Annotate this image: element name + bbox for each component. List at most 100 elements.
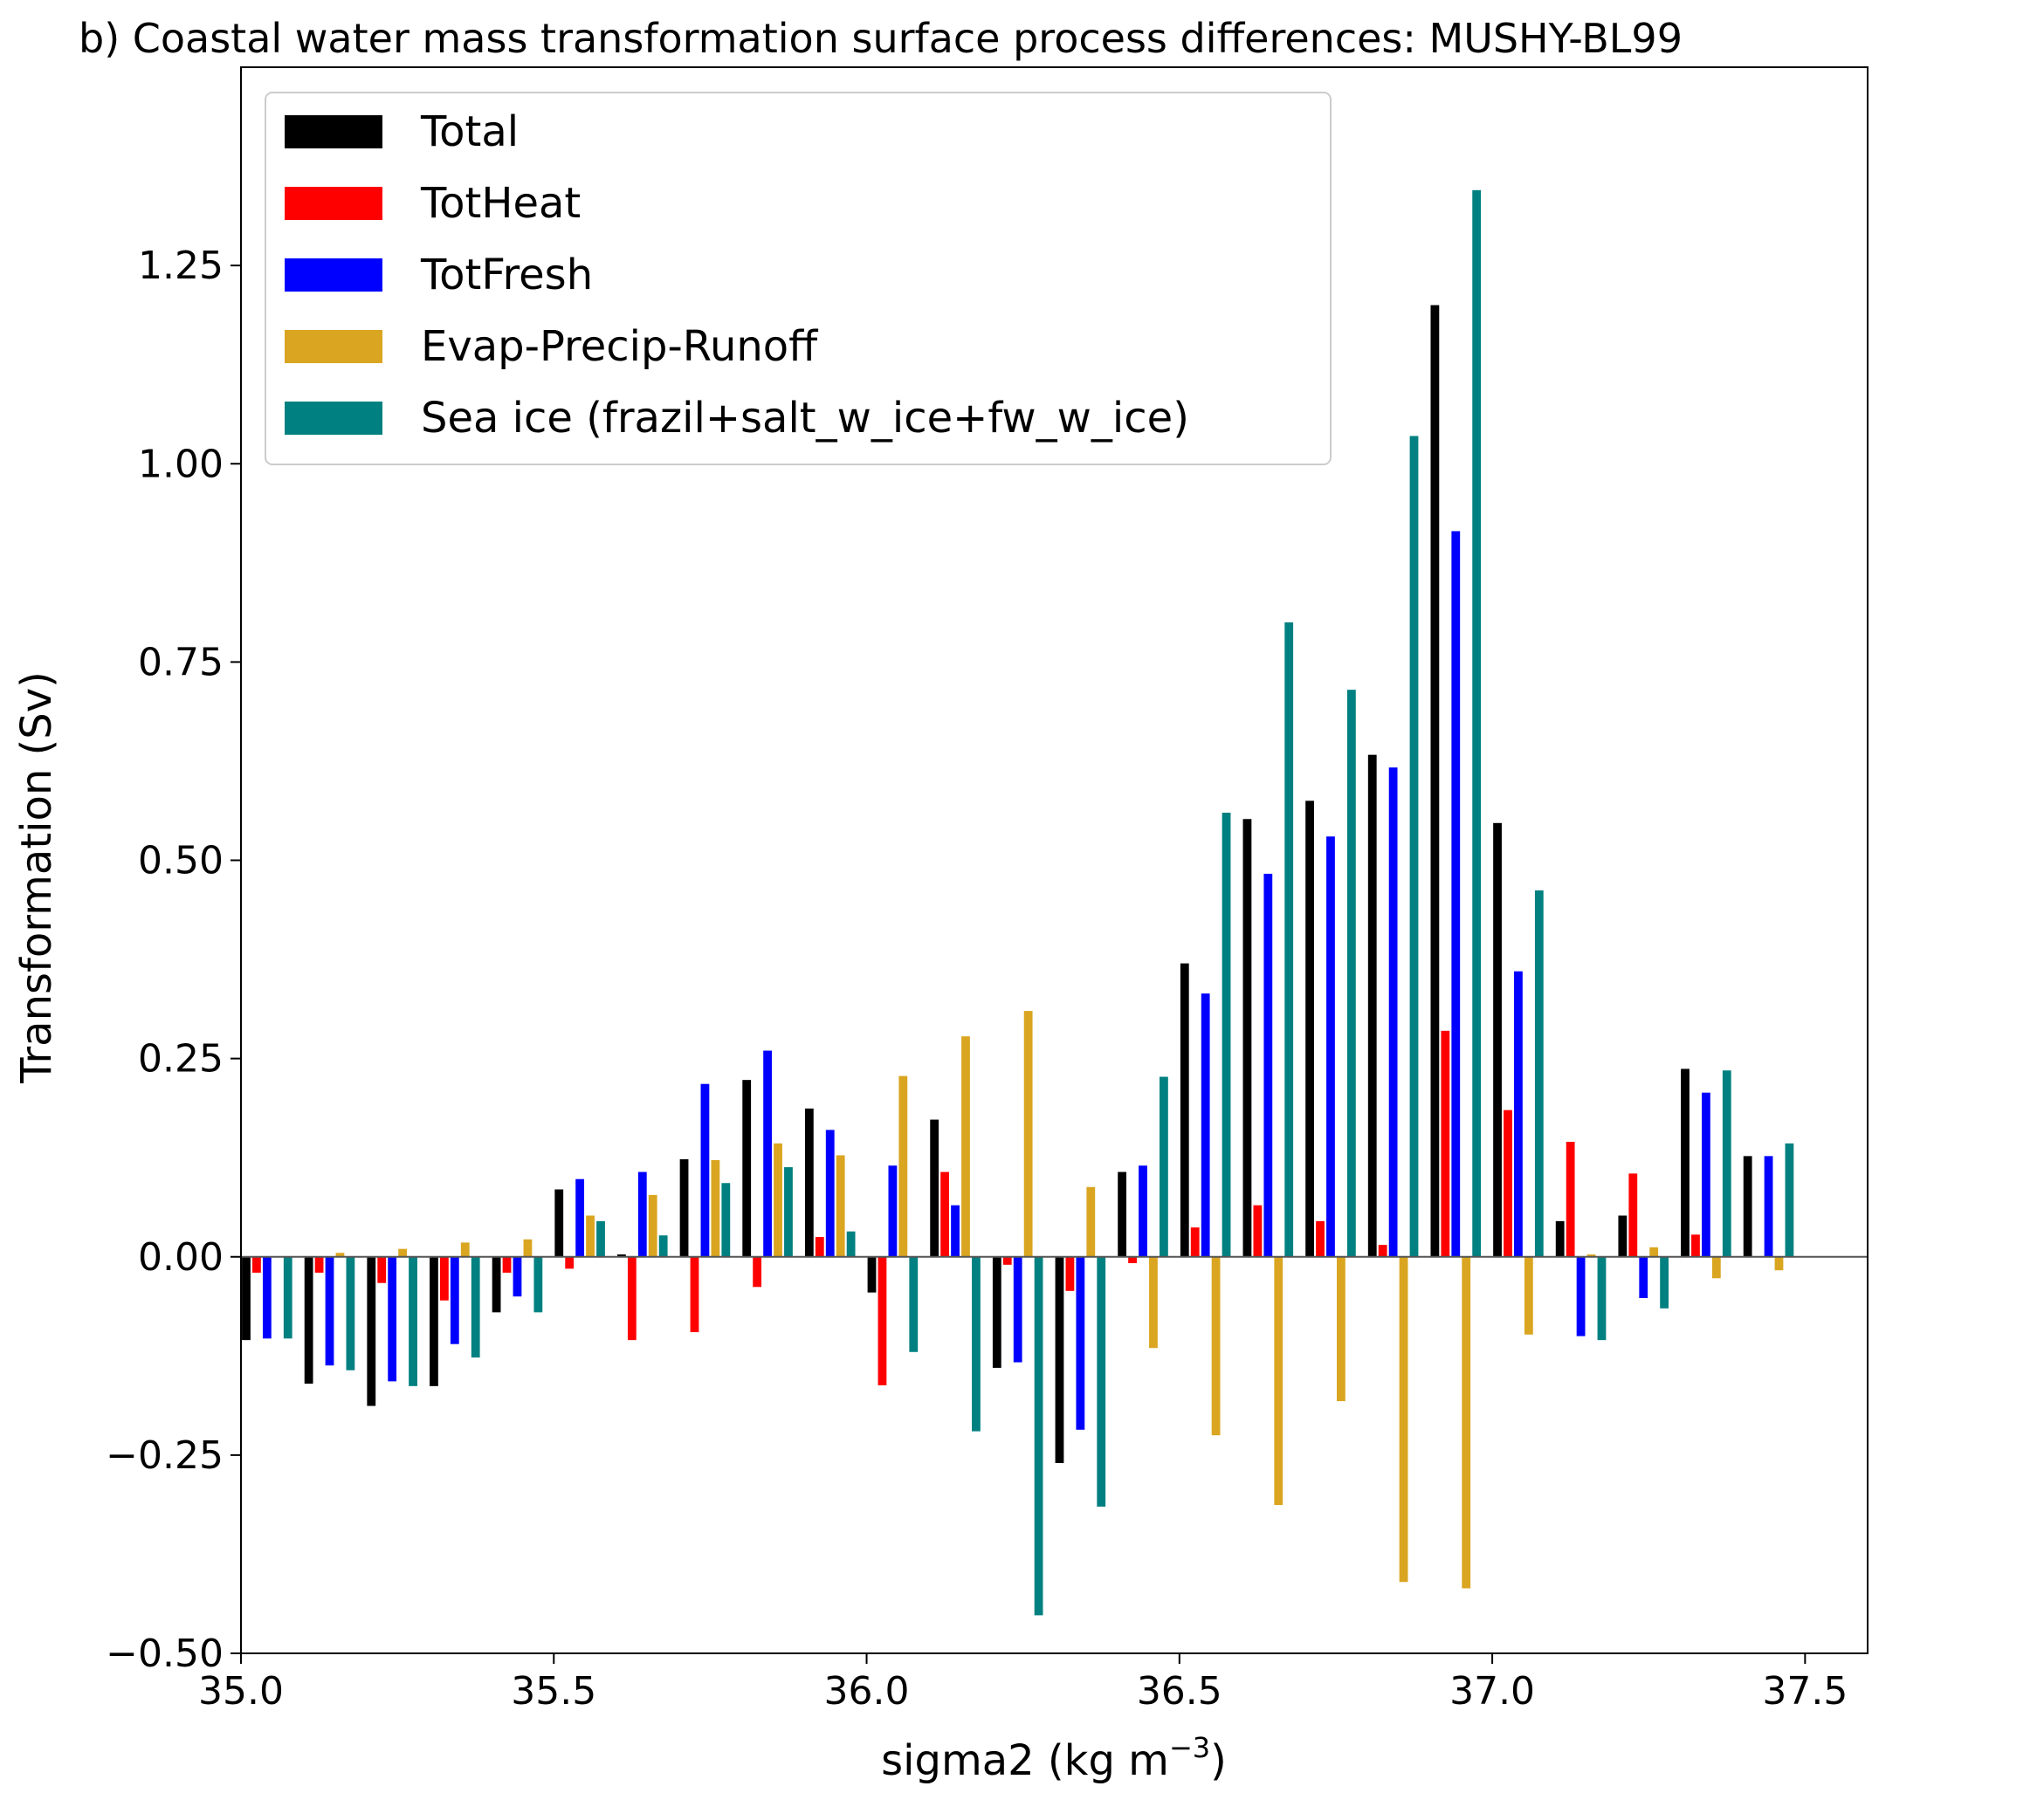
bar-total-36.7	[1305, 800, 1314, 1257]
bar-totfresh-35.8	[763, 1050, 772, 1257]
bar-totfresh-35.5	[575, 1178, 585, 1257]
bar-totheat-37.2	[1628, 1173, 1638, 1257]
bar-total-36.6	[1242, 819, 1252, 1257]
bar-total-36.5	[1180, 963, 1189, 1257]
legend-label: TotFresh	[420, 251, 593, 299]
bar-evap-precip-runoff-35.2	[398, 1248, 408, 1257]
bar-evap-precip-runoff-35.7	[711, 1159, 720, 1257]
bar-sea-36.0	[909, 1256, 919, 1352]
bar-totheat-35.5	[565, 1256, 575, 1269]
bar-total-35.6	[616, 1254, 626, 1257]
bar-total-35.8	[742, 1080, 752, 1257]
bar-evap-precip-runoff-36.0	[898, 1075, 908, 1257]
bar-totfresh-36.6	[1263, 873, 1273, 1257]
bar-evap-precip-runoff-36.9	[1462, 1256, 1471, 1589]
bar-evap-precip-runoff-36.5	[1211, 1256, 1221, 1436]
bar-sea-35.9	[846, 1231, 856, 1257]
bar-totheat-36.4	[1128, 1256, 1137, 1264]
bar-totheat-35.4	[502, 1256, 512, 1273]
bar-total-36.4	[1118, 1171, 1127, 1257]
bar-totheat-35.2	[377, 1256, 387, 1283]
legend-label: Evap-Precip-Runoff	[421, 322, 818, 371]
bar-totfresh-37.3	[1701, 1092, 1710, 1257]
bar-totheat-36.0	[877, 1256, 887, 1385]
bar-sea-35.2	[409, 1256, 417, 1386]
bar-totfresh-36.8	[1388, 767, 1398, 1257]
bar-evap-precip-runoff-36.8	[1399, 1256, 1408, 1583]
bar-sea-35.1	[346, 1256, 355, 1371]
bar-total-37.2	[1618, 1215, 1628, 1257]
bar-evap-precip-runoff-37.2	[1649, 1247, 1659, 1257]
bar-sea-36.3	[1097, 1256, 1106, 1507]
bar-totfresh-35.6	[637, 1171, 647, 1257]
bars-layer	[242, 189, 1794, 1616]
bar-totheat-35.1	[314, 1256, 324, 1273]
bar-total-35.2	[367, 1256, 376, 1406]
bar-total-35.9	[804, 1108, 814, 1257]
x-axis-label-superscript: −3	[1169, 1731, 1210, 1764]
bar-totfresh-35.2	[388, 1256, 397, 1382]
bar-total-36.1	[930, 1119, 939, 1257]
bar-sea-35.0	[283, 1256, 292, 1339]
bar-sea-37.3	[1722, 1070, 1731, 1257]
legend-frame	[265, 92, 1332, 465]
bar-evap-precip-runoff-36.6	[1274, 1256, 1284, 1506]
bar-sea-35.8	[784, 1167, 793, 1257]
legend-swatch	[285, 115, 382, 148]
x-axis-label-end: )	[1210, 1736, 1227, 1785]
bar-sea-36.2	[1034, 1256, 1043, 1616]
bar-totheat-37.3	[1691, 1234, 1700, 1257]
bar-total-35.1	[304, 1256, 313, 1384]
bar-sea-35.5	[596, 1220, 605, 1257]
bar-total-35.3	[430, 1256, 438, 1386]
bar-sea-35.3	[471, 1256, 480, 1358]
bar-totheat-36.2	[1002, 1256, 1012, 1265]
bar-totheat-36.5	[1190, 1227, 1200, 1257]
y-tick-label: 1.00	[138, 442, 224, 486]
x-tick-label: 37.5	[1762, 1669, 1848, 1714]
y-axis-label: Transformation (Sv)	[12, 671, 61, 1084]
bar-totfresh-36.2	[1013, 1256, 1022, 1363]
bar-totfresh-36.0	[888, 1165, 898, 1257]
bar-sea-37.0	[1534, 890, 1544, 1257]
y-tick-label: 0.00	[138, 1235, 224, 1280]
x-axis-ticks: 35.0 35.5 36.0 36.5 37.0 37.5	[198, 1653, 1848, 1714]
bar-totheat-35.6	[627, 1256, 637, 1341]
legend-label: TotHeat	[420, 179, 581, 228]
bar-totfresh-35.4	[513, 1256, 522, 1297]
bar-total-36.0	[867, 1256, 877, 1293]
bar-total-37.4	[1743, 1156, 1752, 1257]
y-tick-label: −0.50	[106, 1632, 224, 1676]
bar-totfresh-35.7	[700, 1083, 710, 1257]
bar-totheat-35.9	[815, 1237, 824, 1257]
bar-totfresh-37.2	[1639, 1256, 1648, 1298]
y-tick-label: 0.25	[138, 1037, 224, 1082]
bar-evap-precip-runoff-37.3	[1711, 1256, 1721, 1279]
bar-evap-precip-runoff-36.3	[1086, 1186, 1096, 1257]
bar-totfresh-35.0	[262, 1256, 272, 1339]
bar-total-36.9	[1430, 305, 1440, 1257]
legend: Total TotHeat TotFresh Evap-Precip-Runoff Se…	[265, 92, 1332, 465]
bar-evap-precip-runoff-36.2	[1023, 1011, 1033, 1257]
legend-swatch	[285, 258, 382, 292]
bar-totfresh-36.1	[951, 1205, 960, 1257]
bar-totfresh-37.4	[1764, 1156, 1773, 1257]
y-tick-label: 1.25	[138, 244, 224, 288]
bar-totheat-35.7	[690, 1256, 699, 1333]
bar-evap-precip-runoff-35.9	[836, 1155, 845, 1257]
bar-evap-precip-runoff-37.0	[1524, 1256, 1533, 1335]
bar-total-37.3	[1681, 1068, 1690, 1257]
bar-sea-37.4	[1785, 1143, 1794, 1257]
bar-totfresh-37.0	[1514, 971, 1523, 1257]
bar-totheat-35.0	[252, 1256, 261, 1273]
x-axis-label-base: sigma2 (kg m	[881, 1736, 1169, 1785]
y-axis-ticks: −0.50 −0.25 0.00 0.25 0.50 0.75 1.00 1.25	[106, 244, 241, 1676]
bar-totheat-36.1	[940, 1171, 950, 1257]
bar-sea-37.2	[1660, 1256, 1669, 1309]
legend-swatch	[285, 187, 382, 220]
bar-sea-36.1	[972, 1256, 981, 1432]
bar-total-37.0	[1493, 822, 1502, 1257]
bar-sea-36.7	[1346, 690, 1356, 1257]
bar-total-36.3	[1055, 1256, 1064, 1463]
